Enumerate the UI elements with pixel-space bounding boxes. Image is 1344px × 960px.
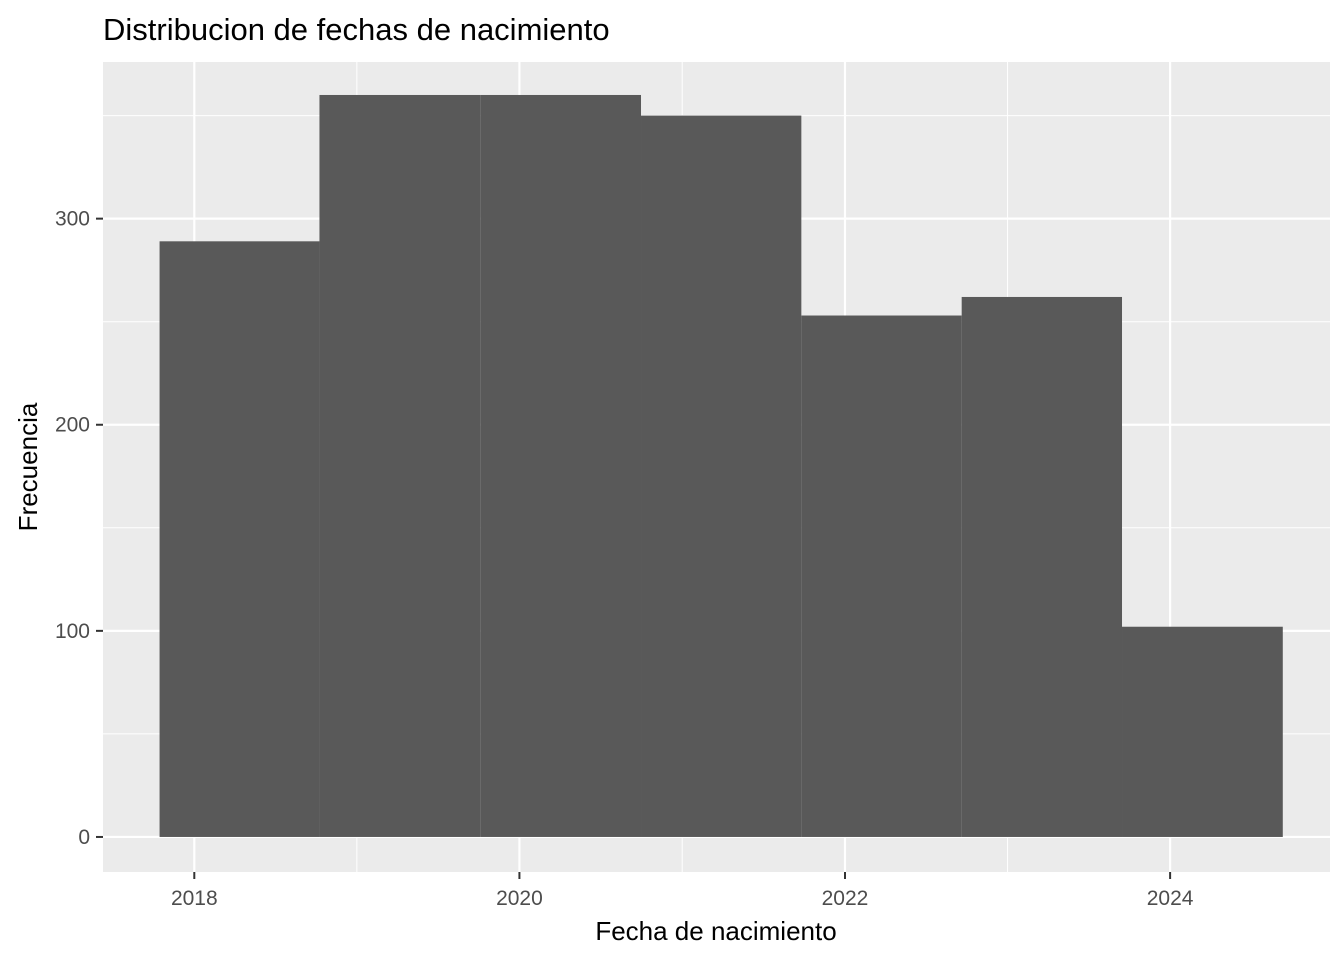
y-tick-label: 100: [55, 620, 90, 643]
x-axis-title: Fecha de nacimiento: [595, 916, 836, 946]
x-tick-label: 2024: [1147, 887, 1194, 910]
x-tick-label: 2020: [496, 887, 543, 910]
histogram-bar-7: [1122, 626, 1283, 837]
axis-tick-labels: 2018 2020 2022 2024 0 100 200 300: [55, 208, 1194, 910]
axis-ticks: [96, 217, 1172, 879]
histogram-bar-3: [480, 94, 642, 837]
histogram-bar-6: [961, 296, 1123, 837]
y-tick-label: 0: [78, 826, 90, 849]
histogram-bar-1: [159, 241, 320, 837]
histogram-bar-4: [641, 115, 802, 837]
y-axis-title: Frecuencia: [13, 402, 43, 531]
histogram-bar-2: [319, 94, 481, 837]
x-tick-label: 2018: [171, 887, 218, 910]
histogram-bar-5: [801, 315, 962, 837]
histogram-bars: [159, 94, 1283, 837]
y-tick-label: 200: [55, 414, 90, 437]
x-tick-label: 2022: [822, 887, 869, 910]
chart-title: Distribucion de fechas de nacimiento: [103, 12, 610, 47]
y-tick-label: 300: [55, 208, 90, 231]
